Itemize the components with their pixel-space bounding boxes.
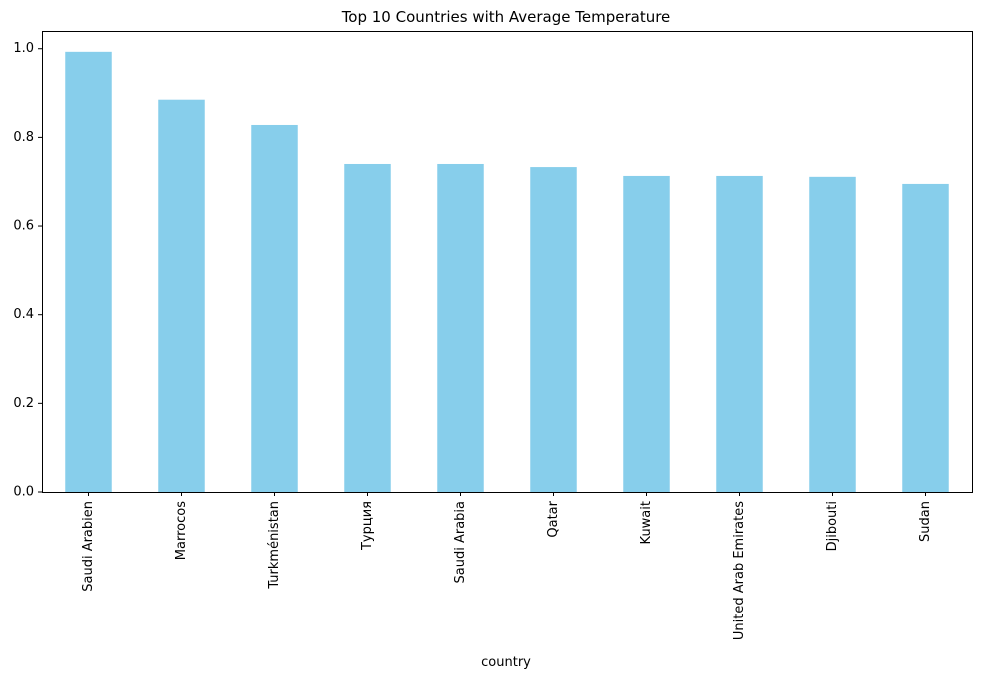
bar [902,183,949,492]
x-tick-label: Kuwait [639,501,654,544]
bar [623,175,670,492]
bar [251,124,298,492]
y-tick-label: 0.6 [13,219,34,234]
bar [530,167,577,492]
y-tick-label: 0.4 [13,307,34,322]
x-axis-label: country [481,655,531,670]
y-tick-label: 1.0 [13,41,34,56]
y-tick-label: 0.2 [13,396,34,411]
x-tick-label: Turkménistan [267,501,282,590]
bar [65,51,112,493]
x-tick-label: Sudan [918,501,933,542]
x-tick-label: Saudi Arabien [81,501,96,592]
bars-group [65,51,949,493]
x-axis: Saudi Arabien Marrocos Turkménistan Турция S… [81,492,933,640]
x-tick-label: United Arab Emirates [732,501,747,640]
bar [344,163,391,492]
chart-title: Top 10 Countries with Average Temperatur… [341,8,671,26]
bar [437,163,484,492]
x-tick-label: Qatar [546,500,561,537]
y-tick-label: 0.0 [13,485,34,500]
x-tick-label: Турция [360,501,375,551]
bar [716,175,763,492]
bar [158,99,205,493]
x-tick-label: Saudi Arabia [453,501,468,584]
x-tick-label: Marrocos [174,501,189,560]
y-tick-label: 0.8 [13,130,34,145]
x-tick-label: Djibouti [825,501,840,551]
bar [809,176,856,492]
plot-frame [42,31,973,493]
y-axis: 0.0 0.2 0.4 0.6 0.8 1.0 [13,41,42,500]
